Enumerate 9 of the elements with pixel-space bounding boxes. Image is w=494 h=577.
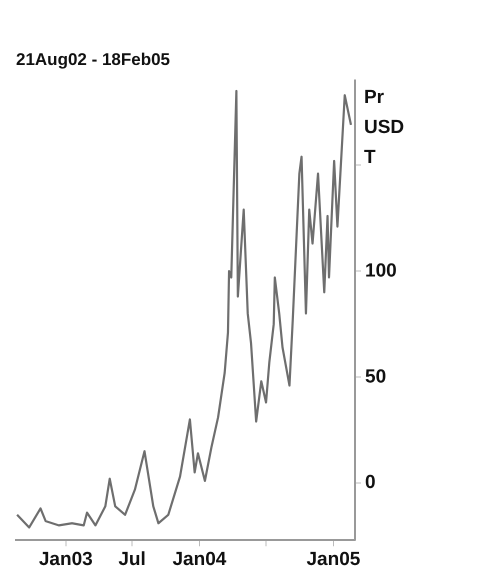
x-tick-label: Jan04 [172,548,227,570]
y-tick-label: 0 [365,472,376,494]
y-tick-label: 50 [365,366,386,388]
y-tick-label: 100 [365,260,397,282]
y-axis-title: Pr USD T [364,87,404,168]
x-tick-label: Jan03 [38,548,93,570]
x-tick-label: Jul [118,548,146,570]
chart-title: 21Aug02 - 18Feb05 [16,50,170,69]
x-tick-label: Jan05 [306,548,361,570]
